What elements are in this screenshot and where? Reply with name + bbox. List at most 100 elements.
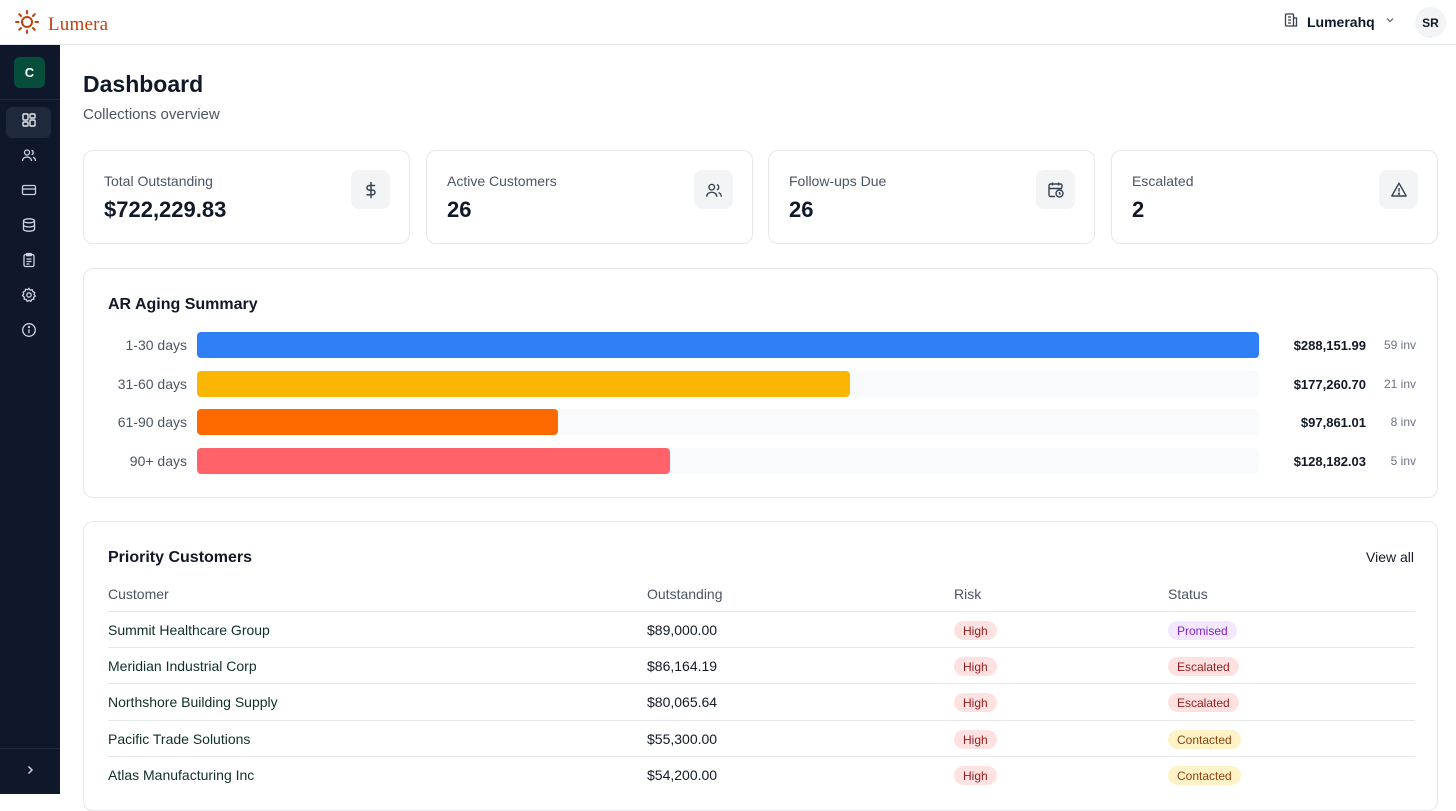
ar-aging-title: AR Aging Summary (108, 296, 258, 313)
aging-bucket-label: 61-90 days (117, 414, 187, 430)
stat-label: Total Outstanding (104, 173, 213, 189)
chevron-right-icon (24, 763, 36, 781)
sidebar-item-payments[interactable] (6, 177, 51, 208)
sidebar-item-about[interactable] (6, 317, 51, 348)
sidebar-divider-bottom (0, 748, 60, 749)
aging-bar (197, 371, 851, 397)
risk-badge: High (954, 657, 997, 676)
status-badge: Contacted (1168, 730, 1241, 749)
sun-logo-icon (14, 9, 40, 40)
aging-bar-track (197, 448, 1259, 474)
column-header-outstanding[interactable]: Outstanding (647, 586, 723, 602)
stat-value: 26 (789, 197, 814, 222)
priority-customers-card: Priority Customers View all Customer Out… (83, 521, 1438, 811)
clipboard-icon (21, 252, 37, 273)
stat-card-total-outstanding: Total Outstanding $722,229.83 (83, 150, 410, 244)
column-header-risk[interactable]: Risk (954, 586, 982, 602)
aging-invoice-count: 5 inv (1390, 454, 1416, 468)
risk-badge: High (954, 766, 997, 785)
stat-card-active-customers: Active Customers 26 (426, 150, 753, 244)
stat-value: $722,229.83 (104, 197, 227, 222)
priority-customers-title: Priority Customers (108, 549, 253, 566)
aging-amount: $177,260.70 (1293, 377, 1366, 392)
page-title: Dashboard (83, 71, 204, 97)
column-header-status[interactable]: Status (1168, 586, 1208, 602)
status-badge: Escalated (1168, 693, 1239, 712)
aging-bar-track (197, 332, 1259, 358)
user-avatar[interactable]: SR (1415, 7, 1446, 38)
sidebar-item-dashboard[interactable] (6, 107, 51, 138)
aging-row: 90+ days $128,182.03 5 inv (84, 447, 1439, 475)
aging-bar (197, 448, 670, 474)
aging-invoice-count: 59 inv (1383, 338, 1416, 352)
risk-badge: High (954, 693, 997, 712)
aging-bar-track (197, 409, 1259, 435)
settings-icon (21, 287, 37, 308)
stat-value: 2 (1132, 197, 1145, 222)
page-subtitle: Collections overview (83, 106, 220, 123)
building-icon (1283, 12, 1299, 31)
table-row[interactable]: Pacific Trade Solutions $55,300.00 High … (108, 720, 1415, 756)
info-icon (21, 322, 37, 343)
sidebar-item-tasks[interactable] (6, 247, 51, 278)
status-badge: Contacted (1168, 766, 1241, 785)
table-row[interactable]: Meridian Industrial Corp $86,164.19 High… (108, 647, 1415, 683)
database-icon (21, 217, 37, 238)
aging-bar-track (197, 371, 1259, 397)
risk-badge: High (954, 621, 997, 640)
users-icon (694, 170, 733, 209)
customer-name[interactable]: Summit Healthcare Group (108, 622, 270, 638)
sidebar-item-customers[interactable] (6, 142, 51, 173)
aging-row: 31-60 days $177,260.70 21 inv (84, 370, 1439, 398)
dashboard-icon (21, 112, 37, 133)
workspace-badge[interactable]: C (14, 57, 45, 88)
top-bar: Lumera Lumerahq SR (0, 0, 1456, 45)
ar-aging-card: AR Aging Summary 1-30 days $288,151.99 5… (83, 268, 1438, 498)
stat-label: Active Customers (447, 173, 557, 189)
aging-bar (197, 409, 559, 435)
outstanding-amount: $55,300.00 (647, 731, 718, 747)
table-row[interactable]: Atlas Manufacturing Inc $54,200.00 High … (108, 756, 1415, 792)
view-all-link[interactable]: View all (1366, 549, 1414, 565)
column-header-customer[interactable]: Customer (108, 586, 169, 602)
sidebar-item-data[interactable] (6, 212, 51, 243)
aging-bar (197, 332, 1259, 358)
expand-sidebar-button[interactable] (16, 761, 44, 783)
stat-value: 26 (447, 197, 472, 222)
aging-bucket-label: 90+ days (129, 453, 187, 469)
customer-name[interactable]: Pacific Trade Solutions (108, 731, 251, 747)
aging-row: 1-30 days $288,151.99 59 inv (84, 331, 1439, 359)
brand-name: Lumera (48, 13, 109, 35)
alert-triangle-icon (1379, 170, 1418, 209)
credit-card-icon (21, 182, 37, 203)
status-badge: Escalated (1168, 657, 1239, 676)
outstanding-amount: $80,065.64 (647, 694, 718, 710)
customer-name[interactable]: Meridian Industrial Corp (108, 658, 257, 674)
outstanding-amount: $89,000.00 (647, 622, 718, 638)
table-row[interactable]: Summit Healthcare Group $89,000.00 High … (108, 611, 1415, 647)
stat-card-follow-ups-due: Follow-ups Due 26 (768, 150, 1095, 244)
dollar-icon (351, 170, 390, 209)
aging-invoice-count: 8 inv (1390, 415, 1416, 429)
aging-bucket-label: 1-30 days (125, 337, 187, 353)
users-icon (21, 147, 37, 168)
stat-card-escalated: Escalated 2 (1111, 150, 1438, 244)
stat-label: Follow-ups Due (789, 173, 887, 189)
aging-amount: $97,861.01 (1300, 415, 1366, 430)
aging-amount: $128,182.03 (1293, 454, 1366, 469)
org-switcher[interactable]: Lumerahq (1283, 12, 1397, 31)
brand[interactable]: Lumera (14, 9, 108, 40)
table-row[interactable]: Northshore Building Supply $80,065.64 Hi… (108, 683, 1415, 719)
aging-amount: $288,151.99 (1293, 338, 1366, 353)
org-name: Lumerahq (1307, 13, 1375, 30)
stat-label: Escalated (1132, 173, 1194, 189)
aging-row: 61-90 days $97,861.01 8 inv (84, 408, 1439, 436)
customer-name[interactable]: Northshore Building Supply (108, 694, 278, 710)
chevron-down-icon (1383, 13, 1397, 30)
customer-name[interactable]: Atlas Manufacturing Inc (108, 767, 255, 783)
aging-invoice-count: 21 inv (1383, 377, 1416, 391)
sidebar-item-settings[interactable] (6, 282, 51, 313)
sidebar-divider (0, 99, 60, 100)
outstanding-amount: $54,200.00 (647, 767, 718, 783)
risk-badge: High (954, 730, 997, 749)
